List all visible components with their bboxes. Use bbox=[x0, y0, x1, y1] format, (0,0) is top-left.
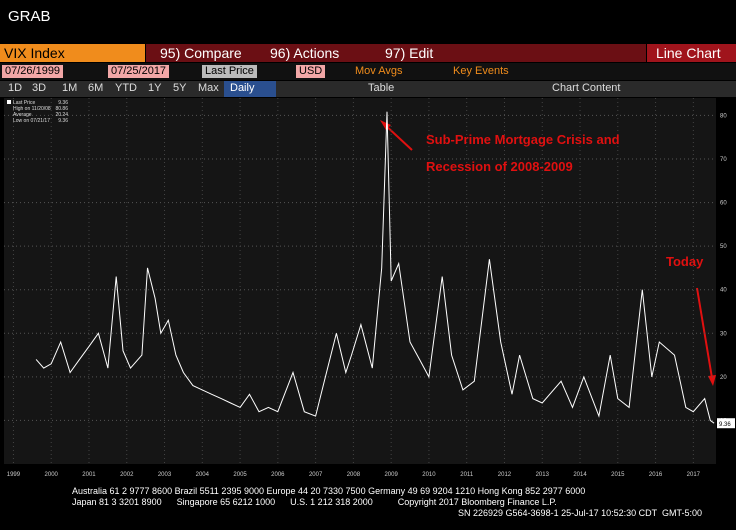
menu-bar bbox=[146, 44, 646, 62]
frequency-select[interactable]: Daily bbox=[230, 82, 255, 94]
x-tick-label: 2003 bbox=[158, 472, 172, 478]
period-button[interactable]: 1Y bbox=[148, 82, 162, 94]
legend-label: Low on 07/21/17 bbox=[13, 118, 50, 124]
annotation-arrow bbox=[383, 123, 413, 151]
legend-swatch bbox=[7, 100, 11, 104]
legend-label: Last Price bbox=[13, 100, 35, 106]
x-tick-label: 2012 bbox=[498, 472, 512, 478]
period-button[interactable]: 5Y bbox=[173, 82, 187, 94]
x-tick-label: 2009 bbox=[384, 472, 398, 478]
period-bar bbox=[0, 81, 736, 97]
frequency-box[interactable] bbox=[224, 81, 276, 97]
x-tick-label: 2011 bbox=[460, 472, 474, 478]
x-tick-label: 2017 bbox=[687, 472, 701, 478]
period-button[interactable]: Max bbox=[198, 82, 219, 94]
x-tick-label: 2001 bbox=[82, 472, 96, 478]
x-tick-label: 2014 bbox=[573, 472, 587, 478]
period-button[interactable]: 3D bbox=[32, 82, 47, 94]
y-tick-label: 60 bbox=[720, 201, 727, 207]
window-title: GRAB bbox=[8, 8, 51, 25]
end-date[interactable]: 07/25/2017 bbox=[108, 65, 170, 78]
table-button[interactable]: Table bbox=[368, 82, 395, 94]
period-button[interactable]: 1M bbox=[62, 82, 78, 94]
legend-label: Average bbox=[13, 112, 32, 118]
legend-value: 9.36 bbox=[58, 100, 68, 106]
security-box[interactable] bbox=[0, 44, 145, 62]
y-tick-label: 20 bbox=[720, 375, 727, 381]
option-checkbox[interactable]: Key Events bbox=[453, 65, 509, 77]
plot-background bbox=[4, 98, 716, 464]
last-value-box bbox=[717, 418, 735, 429]
start-date[interactable]: 07/26/1999 bbox=[2, 65, 64, 78]
y-tick-label: 50 bbox=[720, 244, 727, 250]
legend-value: 20.24 bbox=[55, 112, 68, 118]
x-tick-label: 2006 bbox=[271, 472, 285, 478]
period-button[interactable]: 1D bbox=[8, 82, 23, 94]
security: VIX Index bbox=[4, 45, 65, 61]
x-tick-label: 2016 bbox=[649, 472, 663, 478]
view-title: Line Chart bbox=[656, 45, 721, 61]
view-box[interactable] bbox=[647, 44, 736, 62]
x-tick-label: 2005 bbox=[233, 472, 247, 478]
footer-line: Japan 81 3 3201 8900 Singapore 65 6212 1… bbox=[72, 497, 557, 507]
menu-item[interactable]: 95) Compare bbox=[160, 45, 242, 61]
arrow-head bbox=[380, 120, 391, 130]
arrow-head bbox=[708, 375, 716, 386]
y-tick-label: 70 bbox=[720, 157, 727, 163]
option-checkbox[interactable]: Mov Avgs bbox=[355, 65, 403, 77]
x-tick-label: 2010 bbox=[422, 472, 436, 478]
field-select[interactable]: Last Price bbox=[202, 65, 257, 78]
currency-select[interactable]: USD bbox=[296, 65, 326, 78]
footer-line: Australia 61 2 9777 8600 Brazil 5511 239… bbox=[72, 486, 586, 496]
x-tick-label: 2013 bbox=[536, 472, 550, 478]
price-line bbox=[35, 111, 715, 424]
legend-label: High on 11/20/08 bbox=[13, 106, 51, 112]
x-tick-label: 2000 bbox=[45, 472, 59, 478]
x-tick-label: 2015 bbox=[611, 472, 625, 478]
x-tick-label: 2002 bbox=[120, 472, 134, 478]
menu-item[interactable]: 96) Actions bbox=[270, 45, 340, 61]
footer-line: SN 226929 G564-3698-1 25-Jul-17 10:52:30… bbox=[458, 508, 702, 518]
last-value-label: 9.36 bbox=[719, 422, 731, 428]
y-tick-label: 30 bbox=[720, 331, 727, 337]
chart-content-button[interactable]: Chart Content bbox=[552, 82, 621, 94]
legend-value: 9.36 bbox=[58, 118, 68, 124]
menu-item[interactable]: 97) Edit bbox=[385, 45, 434, 61]
period-button[interactable]: 6M bbox=[88, 82, 104, 94]
period-button[interactable]: YTD bbox=[115, 82, 137, 94]
date-bar bbox=[0, 63, 736, 80]
annotation: Sub-Prime Mortgage Crisis and bbox=[426, 132, 620, 147]
x-tick-label: 1999 bbox=[7, 472, 21, 478]
annotation: Today bbox=[666, 254, 704, 269]
y-tick-label: 80 bbox=[720, 113, 727, 119]
annotation: Recession of 2008-2009 bbox=[426, 159, 573, 174]
x-tick-label: 2004 bbox=[196, 472, 210, 478]
legend-value: 80.86 bbox=[55, 106, 68, 112]
x-tick-label: 2007 bbox=[309, 472, 323, 478]
x-tick-label: 2008 bbox=[347, 472, 361, 478]
y-tick-label: 40 bbox=[720, 288, 727, 294]
